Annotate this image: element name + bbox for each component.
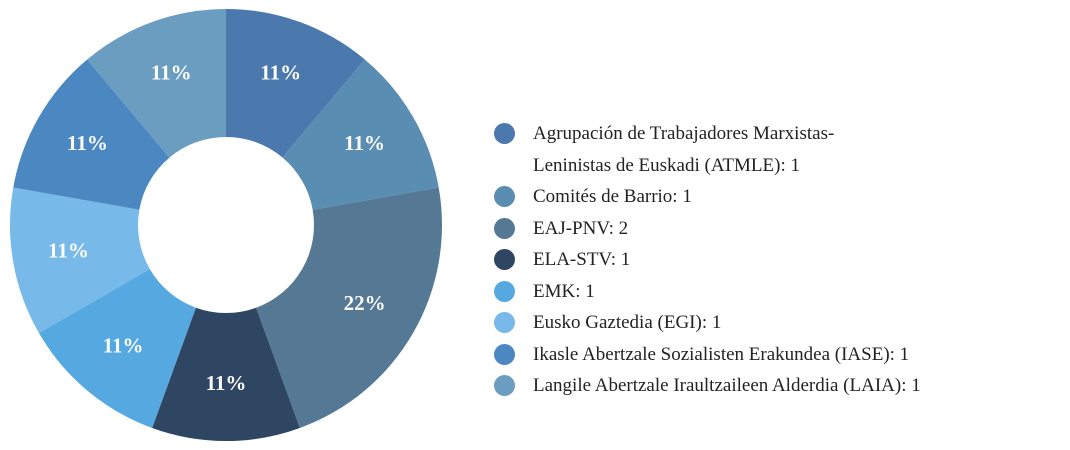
- legend-swatch: [494, 375, 515, 396]
- slice-label: 11%: [67, 131, 108, 155]
- legend-item: ELA-STV: 1: [492, 244, 921, 276]
- legend-swatch: [494, 343, 515, 365]
- slice: [38, 269, 196, 428]
- legend-item: Agrupación de Trabajadores Marxistas-Len…: [492, 118, 863, 181]
- slice-label: 11%: [103, 333, 144, 357]
- legend-label: EAJ-PNV: 2: [533, 217, 629, 239]
- legend-label: Agrupación de Trabajadores Marxistas-Len…: [533, 123, 835, 176]
- legend-label: Comités de Barrio: 1: [533, 186, 692, 207]
- legend-item: EAJ-PNV: 2: [492, 213, 921, 245]
- slice: [152, 307, 300, 442]
- slice: [87, 9, 227, 158]
- legend-swatch: [494, 312, 515, 333]
- legend-swatch: [494, 249, 515, 270]
- legend-label: Langile Abertzale Iraultzaileen Alderdia…: [533, 375, 921, 396]
- legend-swatch: [494, 123, 515, 144]
- legend-label: Ikasle Abertzale Sozialisten Erakundea (…: [533, 343, 910, 365]
- legend-item: Comités de Barrio: 1: [492, 181, 921, 213]
- slice-label: 22%: [344, 291, 386, 315]
- legend-item: Langile Abertzale Iraultzaileen Alderdia…: [492, 370, 921, 402]
- slice: [9, 187, 150, 333]
- legend-item: Eusko Gaztedia (EGI): 1: [492, 307, 921, 339]
- slice: [282, 59, 439, 210]
- legend-label: Eusko Gaztedia (EGI): 1: [533, 312, 722, 333]
- slice-label: 11%: [206, 371, 247, 395]
- legend-item: Ikasle Abertzale Sozialisten Erakundea (…: [492, 339, 921, 371]
- slice-label: 11%: [48, 239, 89, 263]
- legend-swatch: [494, 217, 515, 239]
- slice-label: 11%: [151, 60, 192, 84]
- slice-label: 11%: [260, 60, 301, 84]
- legend: Agrupación de Trabajadores Marxistas-Len…: [492, 118, 921, 402]
- legend-label: ELA-STV: 1: [533, 249, 631, 270]
- slice: [13, 59, 170, 210]
- legend-label: EMK: 1: [533, 280, 595, 302]
- slice: [226, 9, 365, 158]
- slice-label: 11%: [344, 131, 385, 155]
- legend-swatch: [494, 280, 515, 302]
- chart: 11% 11% 22% 11% 11% 11% 11% 11%: [9, 9, 442, 442]
- slice: [256, 187, 442, 428]
- legend-item: EMK: 1: [492, 276, 921, 308]
- legend-swatch: [494, 186, 515, 207]
